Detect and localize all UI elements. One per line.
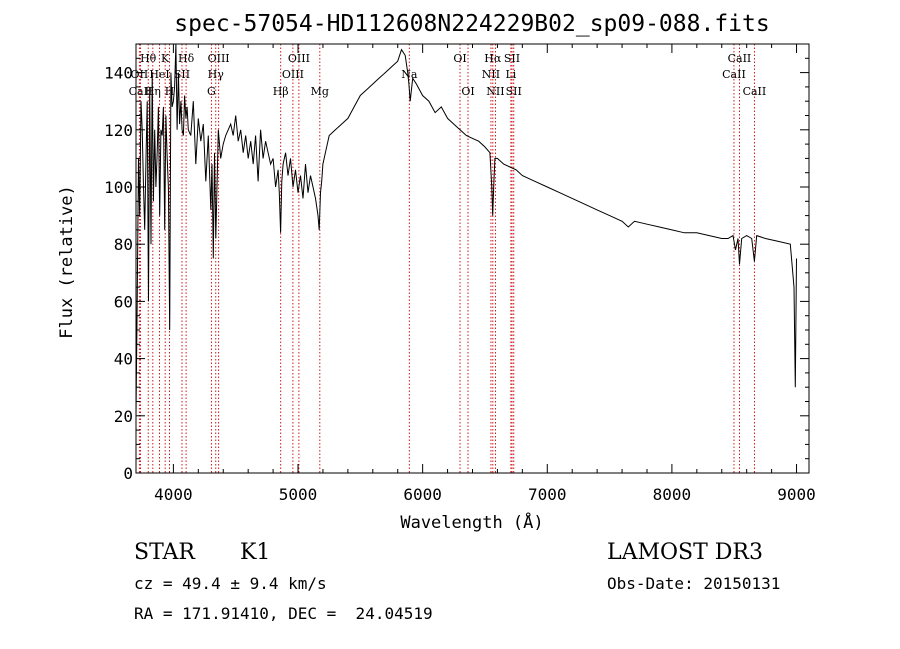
chart-title: spec-57054-HD112608N224229B02_sp09-088.f… [174, 11, 769, 37]
line-marker-label: CaII [129, 85, 153, 98]
line-markers [138, 44, 755, 473]
object-class: STAR [134, 540, 196, 565]
line-marker-label: NII [482, 68, 500, 81]
survey-name: LAMOST DR3 [607, 540, 763, 565]
y-tick-label: 0 [123, 464, 133, 483]
y-tick-label: 140 [104, 64, 133, 83]
line-marker-label: Mg [311, 85, 329, 98]
x-tick-label: 8000 [653, 485, 692, 504]
line-marker-label: Hα [484, 52, 502, 65]
line-marker-label: OI [461, 85, 474, 98]
y-tick-label: 40 [114, 350, 133, 369]
line-marker-label: OIII [282, 68, 304, 81]
line-marker-label: NII [486, 85, 504, 98]
line-marker-label: SII [504, 52, 520, 65]
line-marker-label: CaII [722, 68, 746, 81]
y-tick-label: 60 [114, 292, 133, 311]
line-marker-label: CaII [743, 85, 767, 98]
y-tick-label: 80 [114, 235, 133, 254]
y-tick-label: 100 [104, 178, 133, 197]
line-marker-label: OII [131, 68, 149, 81]
observation-date: Obs-Date: 20150131 [607, 574, 780, 593]
line-marker-label: Hθ [140, 52, 157, 65]
plot-frame [135, 43, 810, 474]
line-marker-label: H [165, 85, 175, 98]
y-axis-label: Flux (relative) [57, 185, 77, 339]
line-marker-label: Hδ [178, 52, 195, 65]
x-tick-label: 4000 [154, 485, 193, 504]
line-marker-label: Li [505, 68, 516, 81]
object-subclass: K1 [240, 540, 270, 565]
line-marker-label: G [207, 85, 216, 98]
x-axis-label: Wavelength (Å) [400, 511, 543, 533]
line-marker-label: SII [506, 85, 522, 98]
line-marker-label: K [161, 52, 170, 65]
spectrum-line [135, 43, 797, 416]
redshift-value: cz = 49.4 ± 9.4 km/s [134, 574, 327, 593]
line-marker-label: Hγ [208, 68, 225, 81]
y-tick-label: 20 [114, 407, 133, 426]
sky-coordinates: RA = 171.91410, DEC = 24.04519 [134, 604, 433, 623]
y-axis-ticks: 0 20 40 60 80 100 120 140 [104, 57, 809, 483]
y-tick-label: 120 [104, 121, 133, 140]
x-axis-ticks: 4000 5000 6000 7000 8000 9000 [154, 44, 816, 504]
line-marker-label: HeI [149, 68, 169, 81]
line-marker-label: Hβ [273, 85, 289, 98]
x-tick-label: 5000 [279, 485, 318, 504]
line-marker-label: OI [453, 52, 466, 65]
x-tick-label: 7000 [528, 485, 567, 504]
line-marker-label: CaII [728, 52, 752, 65]
line-marker-label: OIII [288, 52, 310, 65]
x-tick-label: 9000 [777, 485, 816, 504]
line-marker-label: OIII [208, 52, 230, 65]
line-marker-label: Na [401, 68, 418, 81]
x-tick-label: 6000 [403, 485, 442, 504]
